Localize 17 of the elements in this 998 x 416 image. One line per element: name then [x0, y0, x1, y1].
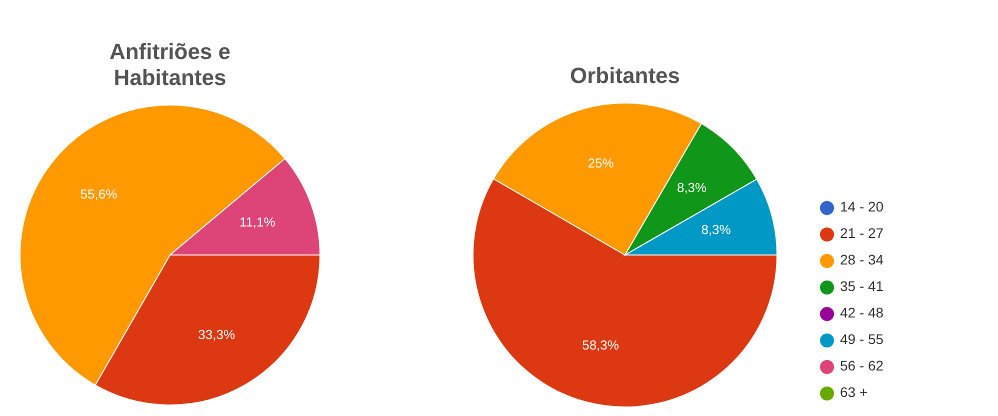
legend-label: 14 - 20: [840, 198, 884, 215]
chart-title: Orbitantes: [570, 63, 680, 88]
data-label: 55,6%: [80, 186, 118, 202]
data-label: 8,3%: [701, 222, 732, 238]
data-label: 33,3%: [198, 326, 236, 342]
data-label: 25%: [588, 155, 614, 170]
legend-label: 56 - 62: [840, 358, 884, 374]
data-label: 11,1%: [239, 214, 276, 230]
legend-label: 28 - 34: [840, 252, 884, 268]
legend-label: 42 - 48: [840, 304, 884, 321]
legend-label: 35 - 41: [840, 278, 884, 294]
legend-label: 63 +: [840, 384, 868, 400]
data-label: 58,3%: [582, 337, 620, 352]
legend-label: 21 - 27: [840, 225, 884, 242]
legend-label: 49 - 55: [840, 331, 884, 348]
chart-title: Anfitriões e Habitantes: [109, 39, 231, 90]
data-label: 8,3%: [676, 180, 708, 195]
